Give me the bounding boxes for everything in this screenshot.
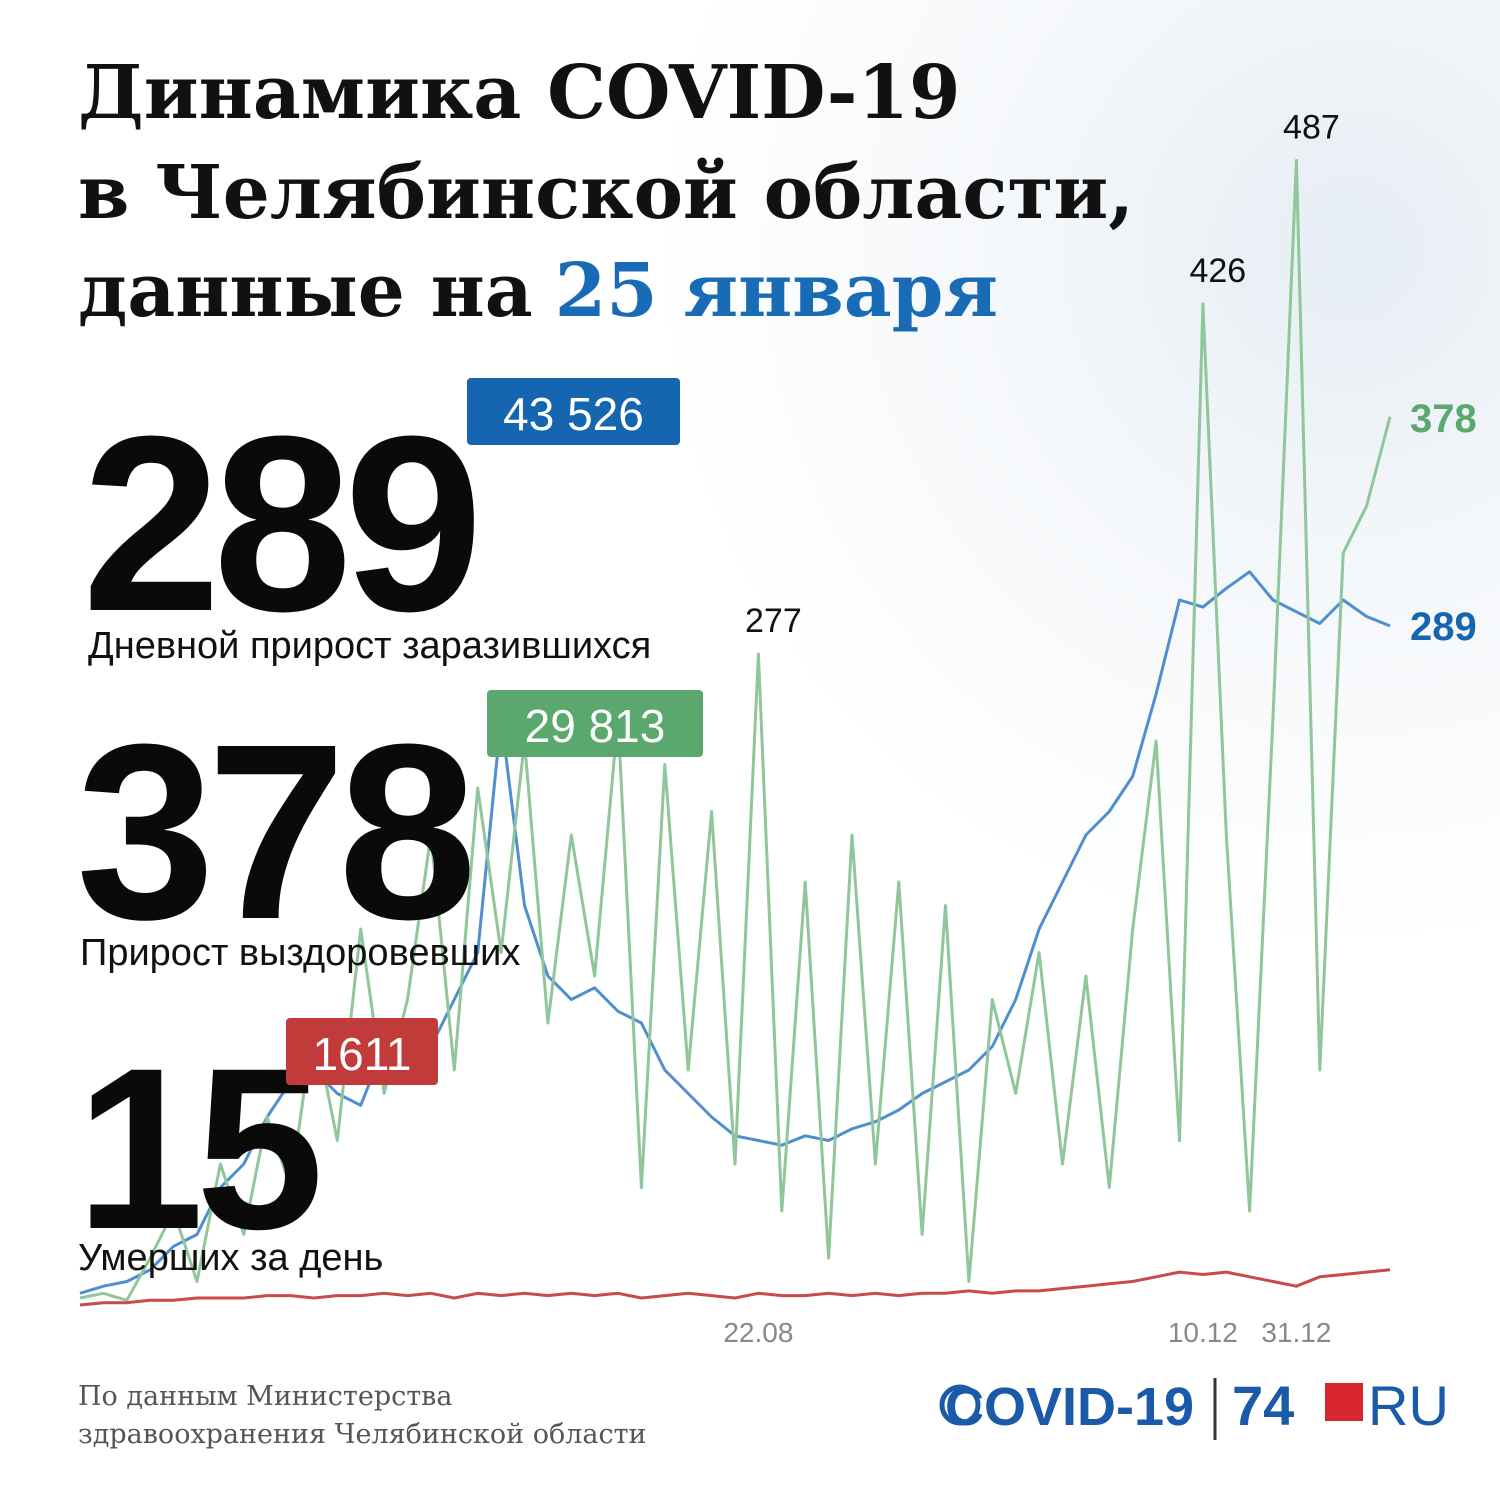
data-label: 277 xyxy=(745,602,802,640)
plot: 22.08 10.12 31.12 277 426 487 289 378 xyxy=(79,109,1477,1348)
series-line xyxy=(79,1268,1391,1307)
data-label: 487 xyxy=(1283,109,1340,147)
big-number: 378 xyxy=(76,692,470,971)
logo-number: 74 xyxy=(1232,1374,1294,1437)
data-label: 426 xyxy=(1189,252,1246,290)
caption: Умерших за день xyxy=(78,1237,383,1279)
badge xyxy=(286,1018,438,1085)
title-line: в Челябинской области, xyxy=(78,150,1134,236)
badge xyxy=(467,378,680,445)
caption: Прирост выздоровевших xyxy=(80,932,520,974)
logo: COVID-19 74 RU xyxy=(939,1374,1449,1440)
x-tick-label: 31.12 xyxy=(1261,1317,1331,1348)
title-text: данные на xyxy=(78,248,533,334)
title-line: Динамика COVID-19 xyxy=(78,50,960,136)
badge xyxy=(487,690,703,757)
x-tick-label: 22.08 xyxy=(723,1317,793,1348)
end-label: 378 xyxy=(1410,397,1477,441)
logo-covid: COVID-19 xyxy=(945,1377,1194,1437)
x-tick-label: 10.12 xyxy=(1168,1317,1238,1348)
caption: Дневной прирост заразившихся xyxy=(88,625,651,667)
logo-icon xyxy=(939,1384,981,1426)
badge-total: 29 813 xyxy=(525,700,666,752)
logo-domain: RU xyxy=(1368,1374,1449,1437)
title-date: 25 января xyxy=(555,248,998,334)
badge-total: 1611 xyxy=(313,1028,412,1080)
end-label: 289 xyxy=(1410,605,1477,649)
big-number: 15 xyxy=(76,1020,318,1277)
big-number: 289 xyxy=(82,384,475,663)
source: здравоохранения Челябинской области xyxy=(78,1419,647,1450)
badge-total: 43 526 xyxy=(503,388,644,440)
series-line xyxy=(79,159,1392,1302)
title-line: данные на 25 января xyxy=(78,248,998,334)
logo-square xyxy=(1325,1383,1363,1421)
source: По данным Министерства xyxy=(78,1381,452,1412)
